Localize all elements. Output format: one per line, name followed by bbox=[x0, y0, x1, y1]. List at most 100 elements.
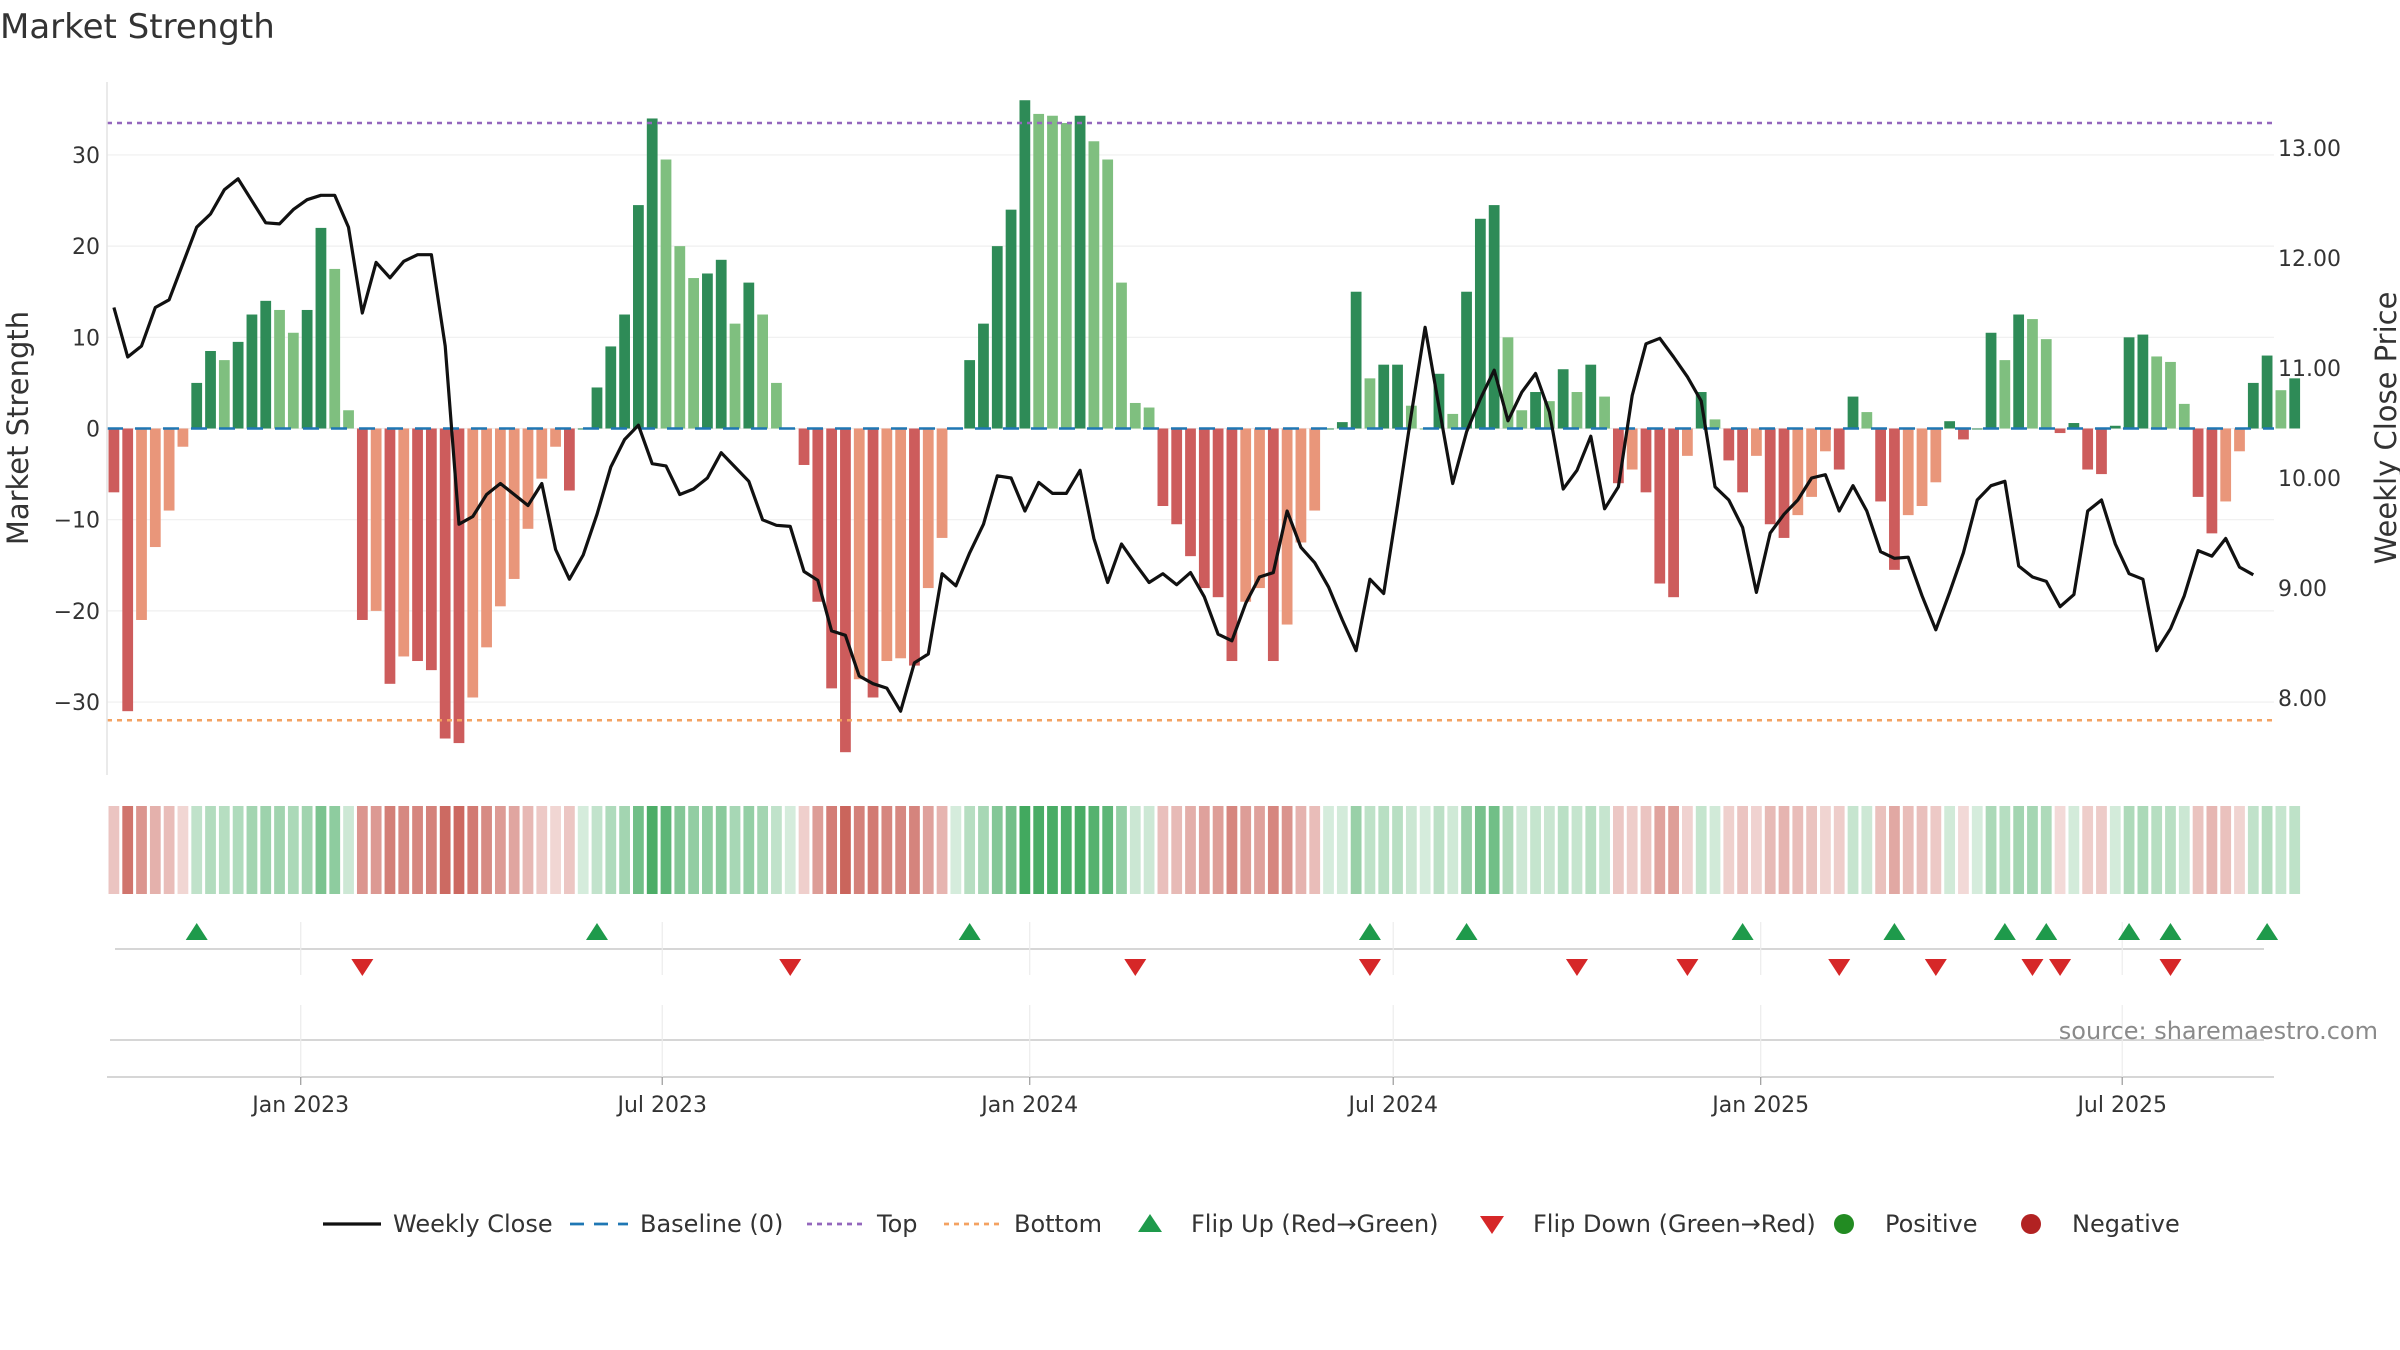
strength-bar bbox=[743, 282, 755, 429]
heat-cell bbox=[1971, 806, 1983, 894]
legend-item-flip_down: Flip Down (Green→Red) bbox=[1480, 1210, 1816, 1238]
strength-bar bbox=[1198, 428, 1210, 589]
x-axis-ticks: Jan 2023 Jul 2023 Jan 2024 Jul 2024 Jan 2025… bbox=[250, 1077, 2167, 1118]
right-tick-label: 9.00 bbox=[2278, 577, 2327, 602]
heat-cell bbox=[1875, 806, 1887, 894]
strength-bar bbox=[191, 382, 203, 429]
heat-cell bbox=[674, 806, 686, 894]
flip-up-marker bbox=[2256, 923, 2279, 940]
strength-bar bbox=[1461, 291, 1472, 429]
heat-cell bbox=[232, 806, 244, 894]
heat-cell bbox=[439, 806, 451, 894]
heat-cell bbox=[2123, 806, 2135, 894]
flip-down-marker bbox=[1676, 959, 1699, 976]
heat-cell bbox=[826, 806, 838, 894]
heat-cell bbox=[743, 806, 755, 894]
strength-bar bbox=[1323, 428, 1334, 430]
flip-up-marker bbox=[1731, 923, 1754, 940]
strength-bar bbox=[1792, 428, 1804, 516]
heat-cell bbox=[425, 806, 437, 894]
heat-cell bbox=[1088, 806, 1100, 894]
heat-cell bbox=[771, 806, 782, 894]
heat-cell bbox=[853, 806, 865, 894]
strength-bar bbox=[1530, 392, 1541, 429]
heat-cell bbox=[1143, 806, 1155, 894]
strength-bar bbox=[1336, 422, 1348, 429]
x-tick-label: Jan 2025 bbox=[1710, 1093, 1809, 1118]
strength-bar bbox=[1723, 428, 1735, 461]
strength-bar bbox=[1129, 402, 1141, 429]
strength-bar bbox=[122, 428, 134, 712]
legend-item-negative: Negative bbox=[2021, 1210, 2180, 1238]
heat-cell bbox=[1323, 806, 1334, 894]
heat-cell bbox=[287, 806, 299, 894]
heat-cell bbox=[301, 806, 313, 894]
heat-cell bbox=[1488, 806, 1500, 894]
strength-bar bbox=[1295, 428, 1307, 543]
flip-up-marker bbox=[958, 923, 981, 940]
legend-swatch-flip-down bbox=[1480, 1216, 1504, 1234]
strength-bar bbox=[2192, 428, 2204, 497]
heat-cell bbox=[481, 806, 492, 894]
heat-cell bbox=[936, 806, 948, 894]
heat-cell bbox=[1254, 806, 1265, 894]
heat-cell bbox=[1171, 806, 1183, 894]
heat-cell bbox=[550, 806, 561, 894]
strength-bar bbox=[1751, 428, 1762, 456]
heat-cell bbox=[1654, 806, 1666, 894]
heat-cell bbox=[329, 806, 341, 894]
strength-bar bbox=[218, 360, 230, 429]
strength-bar bbox=[1806, 428, 1817, 497]
heat-cell bbox=[2165, 806, 2176, 894]
heat-cell bbox=[522, 806, 534, 894]
heat-cell bbox=[218, 806, 230, 894]
heat-cell bbox=[246, 806, 258, 894]
strength-bar bbox=[1640, 428, 1652, 493]
strength-bar bbox=[1626, 428, 1638, 470]
strength-bar bbox=[812, 428, 824, 602]
strength-bar bbox=[1378, 364, 1390, 429]
heat-cell bbox=[660, 806, 672, 894]
heat-cell bbox=[205, 806, 216, 894]
heat-cell bbox=[2275, 806, 2287, 894]
heat-cell bbox=[646, 806, 658, 894]
flip-markers bbox=[185, 923, 2279, 976]
heat-cell bbox=[191, 806, 203, 894]
right-tick-label: 8.00 bbox=[2278, 687, 2327, 712]
strength-bar bbox=[1971, 428, 1983, 430]
strength-bar bbox=[1171, 428, 1183, 525]
heat-cell bbox=[1806, 806, 1817, 894]
flip-up-marker bbox=[585, 923, 608, 940]
strength-bar bbox=[619, 314, 630, 429]
heat-cell bbox=[260, 806, 272, 894]
strength-bar bbox=[149, 428, 161, 548]
strength-bar bbox=[2123, 337, 2135, 429]
heat-cell bbox=[784, 806, 796, 894]
strength-bar bbox=[2234, 428, 2245, 452]
heat-cell bbox=[274, 806, 285, 894]
heat-cell bbox=[136, 806, 147, 894]
strength-bar bbox=[1737, 428, 1748, 493]
heat-cell bbox=[1612, 806, 1624, 894]
flip-up-marker bbox=[1358, 923, 1381, 940]
strength-bar bbox=[881, 428, 893, 662]
heat-cell bbox=[2013, 806, 2025, 894]
heat-cell bbox=[1626, 806, 1638, 894]
chart-title: Market Strength bbox=[0, 7, 275, 47]
heat-cell bbox=[122, 806, 134, 894]
heat-cell bbox=[1447, 806, 1459, 894]
source-note: source: sharemaestro.com bbox=[2059, 1017, 2378, 1045]
heat-cell bbox=[1682, 806, 1693, 894]
strength-bar bbox=[1212, 428, 1224, 598]
right-tick-label: 13.00 bbox=[2278, 137, 2341, 162]
strength-bar bbox=[2137, 334, 2149, 429]
left-tick-label: 0 bbox=[86, 418, 100, 443]
heat-cell bbox=[1502, 806, 1514, 894]
heat-cell bbox=[1999, 806, 2011, 894]
left-tick-label: 10 bbox=[72, 326, 100, 351]
strength-bar bbox=[2220, 428, 2232, 502]
heat-cell bbox=[1723, 806, 1735, 894]
heat-cell bbox=[453, 806, 465, 894]
strength-bar bbox=[1254, 428, 1265, 589]
strength-bar bbox=[1060, 123, 1072, 429]
